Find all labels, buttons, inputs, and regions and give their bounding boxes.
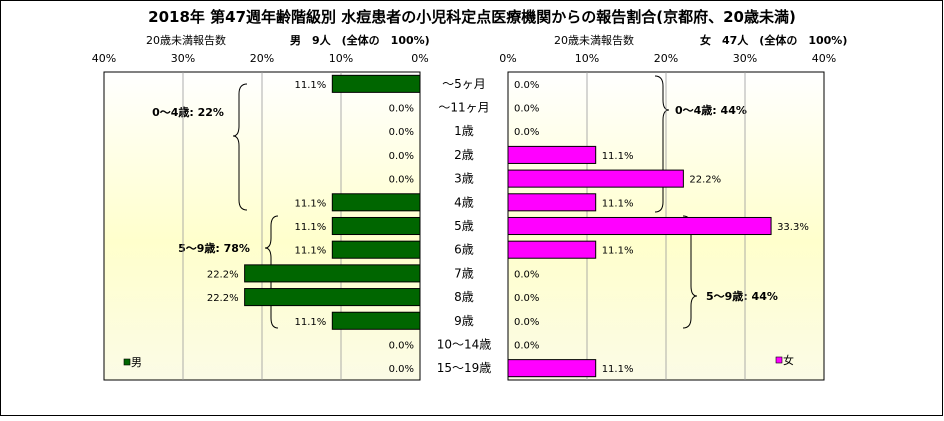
male-value-label: 22.2% bbox=[207, 293, 239, 304]
female-bar bbox=[507, 193, 597, 212]
female-bracket-0-4 bbox=[654, 75, 670, 213]
age-category-label: 5歳 bbox=[454, 219, 474, 233]
male-annotation-0-4: 0〜4歳: 22% bbox=[152, 105, 224, 119]
age-category-label: 8歳 bbox=[454, 290, 474, 304]
male-value-label: 11.1% bbox=[295, 222, 327, 233]
male-bar bbox=[331, 216, 421, 236]
male-value-label: 0.0% bbox=[389, 127, 414, 138]
male-value-label: 0.0% bbox=[389, 364, 414, 375]
age-category-label: 9歳 bbox=[454, 314, 474, 328]
female-bar bbox=[507, 240, 597, 259]
female-x-tick-label: 30% bbox=[733, 52, 757, 65]
male-value-label: 11.1% bbox=[295, 317, 327, 328]
male-value-label: 0.0% bbox=[389, 104, 414, 115]
female-value-label: 22.2% bbox=[689, 175, 721, 186]
male-bar bbox=[244, 264, 421, 283]
male-value-label: 11.1% bbox=[295, 246, 327, 257]
chart-title: 2018年 第47週年齢階級別 水痘患者の小児科定点医療機関からの報告割合(京都… bbox=[148, 8, 796, 26]
male-bracket-5-9 bbox=[264, 215, 279, 329]
male-bar bbox=[331, 193, 421, 212]
male-value-label: 0.0% bbox=[389, 175, 414, 186]
male-value-label: 11.1% bbox=[295, 80, 327, 91]
female-value-label: 0.0% bbox=[514, 80, 539, 91]
female-bar bbox=[507, 216, 772, 236]
female-legend-swatch bbox=[775, 356, 783, 364]
male-x-tick-label: 40% bbox=[92, 52, 116, 65]
age-category-label: 1歳 bbox=[454, 124, 474, 138]
age-category-label: 〜5ヶ月 bbox=[442, 77, 486, 91]
male-value-label: 11.1% bbox=[295, 198, 327, 209]
male-subtitle-right: 男 9人 (全体の 100%) bbox=[290, 33, 430, 47]
female-legend-label: 女 bbox=[783, 353, 794, 367]
male-subtitle-left: 20歳未満報告数 bbox=[146, 34, 226, 47]
female-x-tick-label: 10% bbox=[575, 52, 599, 65]
female-subtitle-right: 女 47人 (全体の 100%) bbox=[700, 33, 847, 47]
female-bar bbox=[507, 169, 684, 188]
male-bracket-0-4 bbox=[232, 83, 248, 211]
male-x-tick-label: 30% bbox=[171, 52, 195, 65]
male-x-tick-label: 20% bbox=[250, 52, 274, 65]
age-category-label: 4歳 bbox=[454, 195, 474, 209]
female-value-label: 0.0% bbox=[514, 127, 539, 138]
male-x-tick-label: 10% bbox=[329, 52, 353, 65]
male-bar bbox=[331, 240, 421, 259]
age-category-label: 2歳 bbox=[454, 148, 474, 162]
female-value-label: 0.0% bbox=[514, 104, 539, 115]
female-value-label: 11.1% bbox=[602, 151, 634, 162]
female-subtitle-left: 20歳未満報告数 bbox=[554, 34, 634, 47]
male-legend-label: 男 bbox=[131, 356, 142, 369]
female-x-tick-label: 40% bbox=[812, 52, 836, 65]
male-value-label: 0.0% bbox=[389, 151, 414, 162]
age-category-label: 〜11ヶ月 bbox=[438, 101, 489, 115]
male-x-tick-label: 0% bbox=[411, 52, 428, 65]
female-value-label: 0.0% bbox=[514, 269, 539, 280]
female-annotation-5-9: 5〜9歳: 44% bbox=[706, 289, 778, 303]
female-value-label: 0.0% bbox=[514, 317, 539, 328]
female-value-label: 0.0% bbox=[514, 340, 539, 351]
male-bar bbox=[331, 311, 421, 330]
male-value-label: 0.0% bbox=[389, 340, 414, 351]
female-value-label: 11.1% bbox=[602, 246, 634, 257]
female-bar bbox=[507, 145, 597, 164]
age-category-label: 15〜19歳 bbox=[437, 361, 492, 375]
male-bar bbox=[331, 74, 421, 93]
age-category-label: 7歳 bbox=[454, 266, 474, 280]
male-annotation-5-9: 5〜9歳: 78% bbox=[178, 241, 250, 255]
age-category-label: 6歳 bbox=[454, 243, 474, 257]
age-category-label: 3歳 bbox=[454, 172, 474, 186]
male-bar bbox=[244, 288, 421, 307]
female-annotation-0-4: 0〜4歳: 44% bbox=[675, 103, 747, 117]
female-x-tick-label: 0% bbox=[499, 52, 516, 65]
female-value-label: 11.1% bbox=[602, 364, 634, 375]
age-category-label: 10〜14歳 bbox=[437, 337, 492, 351]
female-value-label: 0.0% bbox=[514, 293, 539, 304]
female-value-label: 11.1% bbox=[602, 198, 634, 209]
female-x-tick-label: 20% bbox=[654, 52, 678, 65]
female-value-label: 33.3% bbox=[777, 222, 809, 233]
female-bar bbox=[507, 359, 597, 378]
male-value-label: 22.2% bbox=[207, 269, 239, 280]
male-legend-swatch bbox=[123, 358, 131, 366]
